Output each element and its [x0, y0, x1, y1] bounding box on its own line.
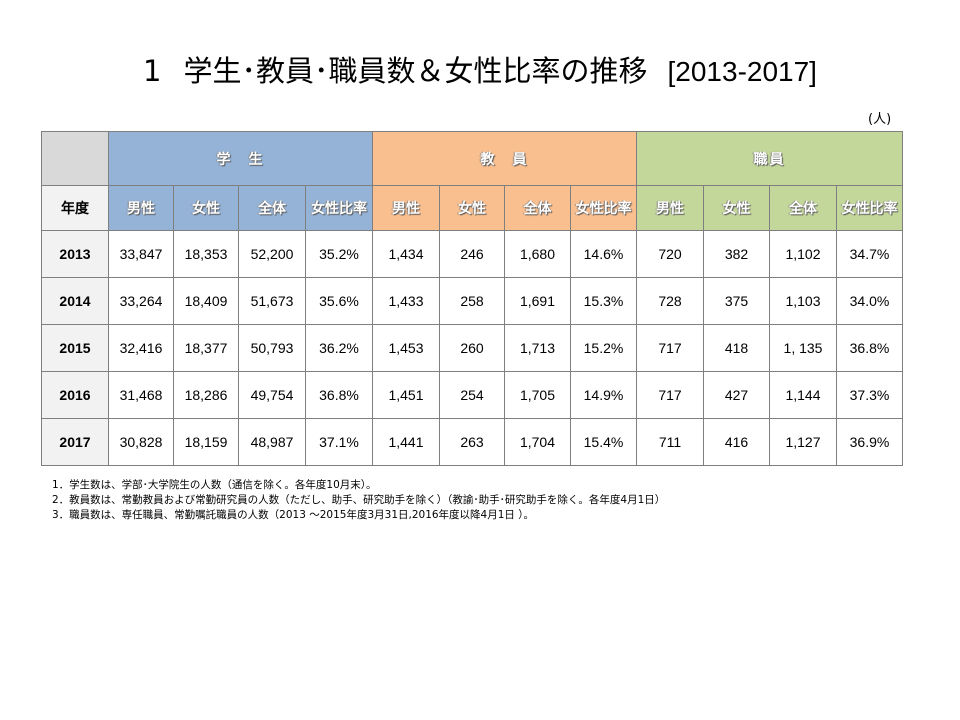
unit-label: (人) [868, 112, 892, 127]
table-cell: 36.2% [305, 324, 373, 372]
footnote: 3．職員数は、専任職員、常勤嘱託職員の人数（2013 ～2015年度3月31日,… [52, 509, 535, 521]
table-cell: 34.0% [836, 277, 903, 325]
group-header-staff: 職員 [636, 131, 903, 186]
table-cell: 18,286 [173, 371, 239, 419]
table-cell: 1,441 [372, 418, 440, 466]
table-cell: 258 [439, 277, 505, 325]
group-header-students: 学 生 [108, 131, 373, 186]
table-cell: 1,127 [769, 418, 837, 466]
table-cell: 1, 135 [769, 324, 837, 372]
year-cell: 2017 [41, 418, 109, 466]
table-cell: 1,453 [372, 324, 440, 372]
table-cell: 375 [703, 277, 770, 325]
table-cell: 15.4% [570, 418, 637, 466]
table-cell: 717 [636, 324, 704, 372]
footnotes: 1．学生数は、学部･大学院生の人数（通信を除く。各年度10月末）。 2．教員数は… [52, 478, 665, 523]
footnote: 1．学生数は、学部･大学院生の人数（通信を除く。各年度10月末）。 [52, 479, 377, 491]
table-cell: 31,468 [108, 371, 174, 419]
table-cell: 18,377 [173, 324, 239, 372]
table-cell: 728 [636, 277, 704, 325]
column-header-faculty: 女性 [439, 185, 505, 231]
table-cell: 18,159 [173, 418, 239, 466]
group-header-row: 学 生 教 員 職員 [41, 131, 903, 186]
table-row: 2016 31,468 18,286 49,754 36.8% 1,451 254 1,705… [41, 371, 903, 419]
table-cell: 254 [439, 371, 505, 419]
table-cell: 15.3% [570, 277, 637, 325]
table-cell: 35.2% [305, 230, 373, 278]
year-column-header: 年度 [41, 185, 109, 231]
table-cell: 15.2% [570, 324, 637, 372]
table-row: 2015 32,416 18,377 50,793 36.2% 1,453 260 1,713… [41, 324, 903, 372]
table-cell: 50,793 [238, 324, 306, 372]
table-cell: 1,433 [372, 277, 440, 325]
table-cell: 18,409 [173, 277, 239, 325]
table-cell: 32,416 [108, 324, 174, 372]
table-cell: 36.8% [305, 371, 373, 419]
corner-cell [41, 131, 109, 186]
table-cell: 14.6% [570, 230, 637, 278]
column-header-staff: 全体 [769, 185, 837, 231]
column-header-faculty: 男性 [372, 185, 440, 231]
footnote: 2．教員数は、常勤教員および常勤研究員の人数（ただし、助手、研究助手を除く）（教… [52, 494, 666, 506]
table-cell: 418 [703, 324, 770, 372]
table-cell: 1,102 [769, 230, 837, 278]
column-header-students: 女性比率 [305, 185, 373, 231]
table-cell: 246 [439, 230, 505, 278]
statistics-table: 学 生 教 員 職員 年度 男性 女性 全体 女性比率 男性 女性 全体 女性比率 男性 女性 全体… [41, 131, 903, 466]
table-cell: 382 [703, 230, 770, 278]
table-cell: 1,680 [504, 230, 571, 278]
table-cell: 33,847 [108, 230, 174, 278]
table-cell: 14.9% [570, 371, 637, 419]
table-cell: 37.1% [305, 418, 373, 466]
table-cell: 1,705 [504, 371, 571, 419]
table-cell: 33,264 [108, 277, 174, 325]
table-cell: 30,828 [108, 418, 174, 466]
table-cell: 52,200 [238, 230, 306, 278]
year-cell: 2013 [41, 230, 109, 278]
table-cell: 717 [636, 371, 704, 419]
column-header-students: 男性 [108, 185, 174, 231]
table-row: 2017 30,828 18,159 48,987 37.1% 1,441 263 1,704… [41, 418, 903, 466]
table-cell: 37.3% [836, 371, 903, 419]
table-cell: 260 [439, 324, 505, 372]
group-header-faculty: 教 員 [372, 131, 637, 186]
table-cell: 1,691 [504, 277, 571, 325]
column-header-faculty: 女性比率 [570, 185, 637, 231]
column-header-faculty: 全体 [504, 185, 571, 231]
table-row: 2014 33,264 18,409 51,673 35.6% 1,433 258 1,691… [41, 277, 903, 325]
year-cell: 2016 [41, 371, 109, 419]
table-cell: 1,434 [372, 230, 440, 278]
table-cell: 416 [703, 418, 770, 466]
table-cell: 720 [636, 230, 704, 278]
column-header-staff: 男性 [636, 185, 704, 231]
sub-header-row: 年度 男性 女性 全体 女性比率 男性 女性 全体 女性比率 男性 女性 全体 女性比率 [41, 185, 903, 231]
table-cell: 1,713 [504, 324, 571, 372]
column-header-staff: 女性比率 [836, 185, 903, 231]
table-cell: 35.6% [305, 277, 373, 325]
column-header-staff: 女性 [703, 185, 770, 231]
table-cell: 49,754 [238, 371, 306, 419]
year-cell: 2014 [41, 277, 109, 325]
page-title: 1 学生･教員･職員数＆女性比率の推移 [2013-2017] [0, 48, 960, 90]
year-cell: 2015 [41, 324, 109, 372]
table-cell: 1,451 [372, 371, 440, 419]
table-cell: 1,144 [769, 371, 837, 419]
table-cell: 34.7% [836, 230, 903, 278]
title-text: 学生･教員･職員数＆女性比率の推移 [183, 54, 648, 88]
table-cell: 48,987 [238, 418, 306, 466]
title-number: 1 [143, 54, 162, 88]
table-cell: 711 [636, 418, 704, 466]
table-cell: 51,673 [238, 277, 306, 325]
table-cell: 1,103 [769, 277, 837, 325]
column-header-students: 全体 [238, 185, 306, 231]
title-years: [2013-2017] [667, 56, 817, 87]
table-cell: 263 [439, 418, 505, 466]
table-cell: 36.9% [836, 418, 903, 466]
table-cell: 427 [703, 371, 770, 419]
table-cell: 18,353 [173, 230, 239, 278]
table-cell: 36.8% [836, 324, 903, 372]
table-cell: 1,704 [504, 418, 571, 466]
table-row: 2013 33,847 18,353 52,200 35.2% 1,434 246 1,680… [41, 230, 903, 278]
column-header-students: 女性 [173, 185, 239, 231]
